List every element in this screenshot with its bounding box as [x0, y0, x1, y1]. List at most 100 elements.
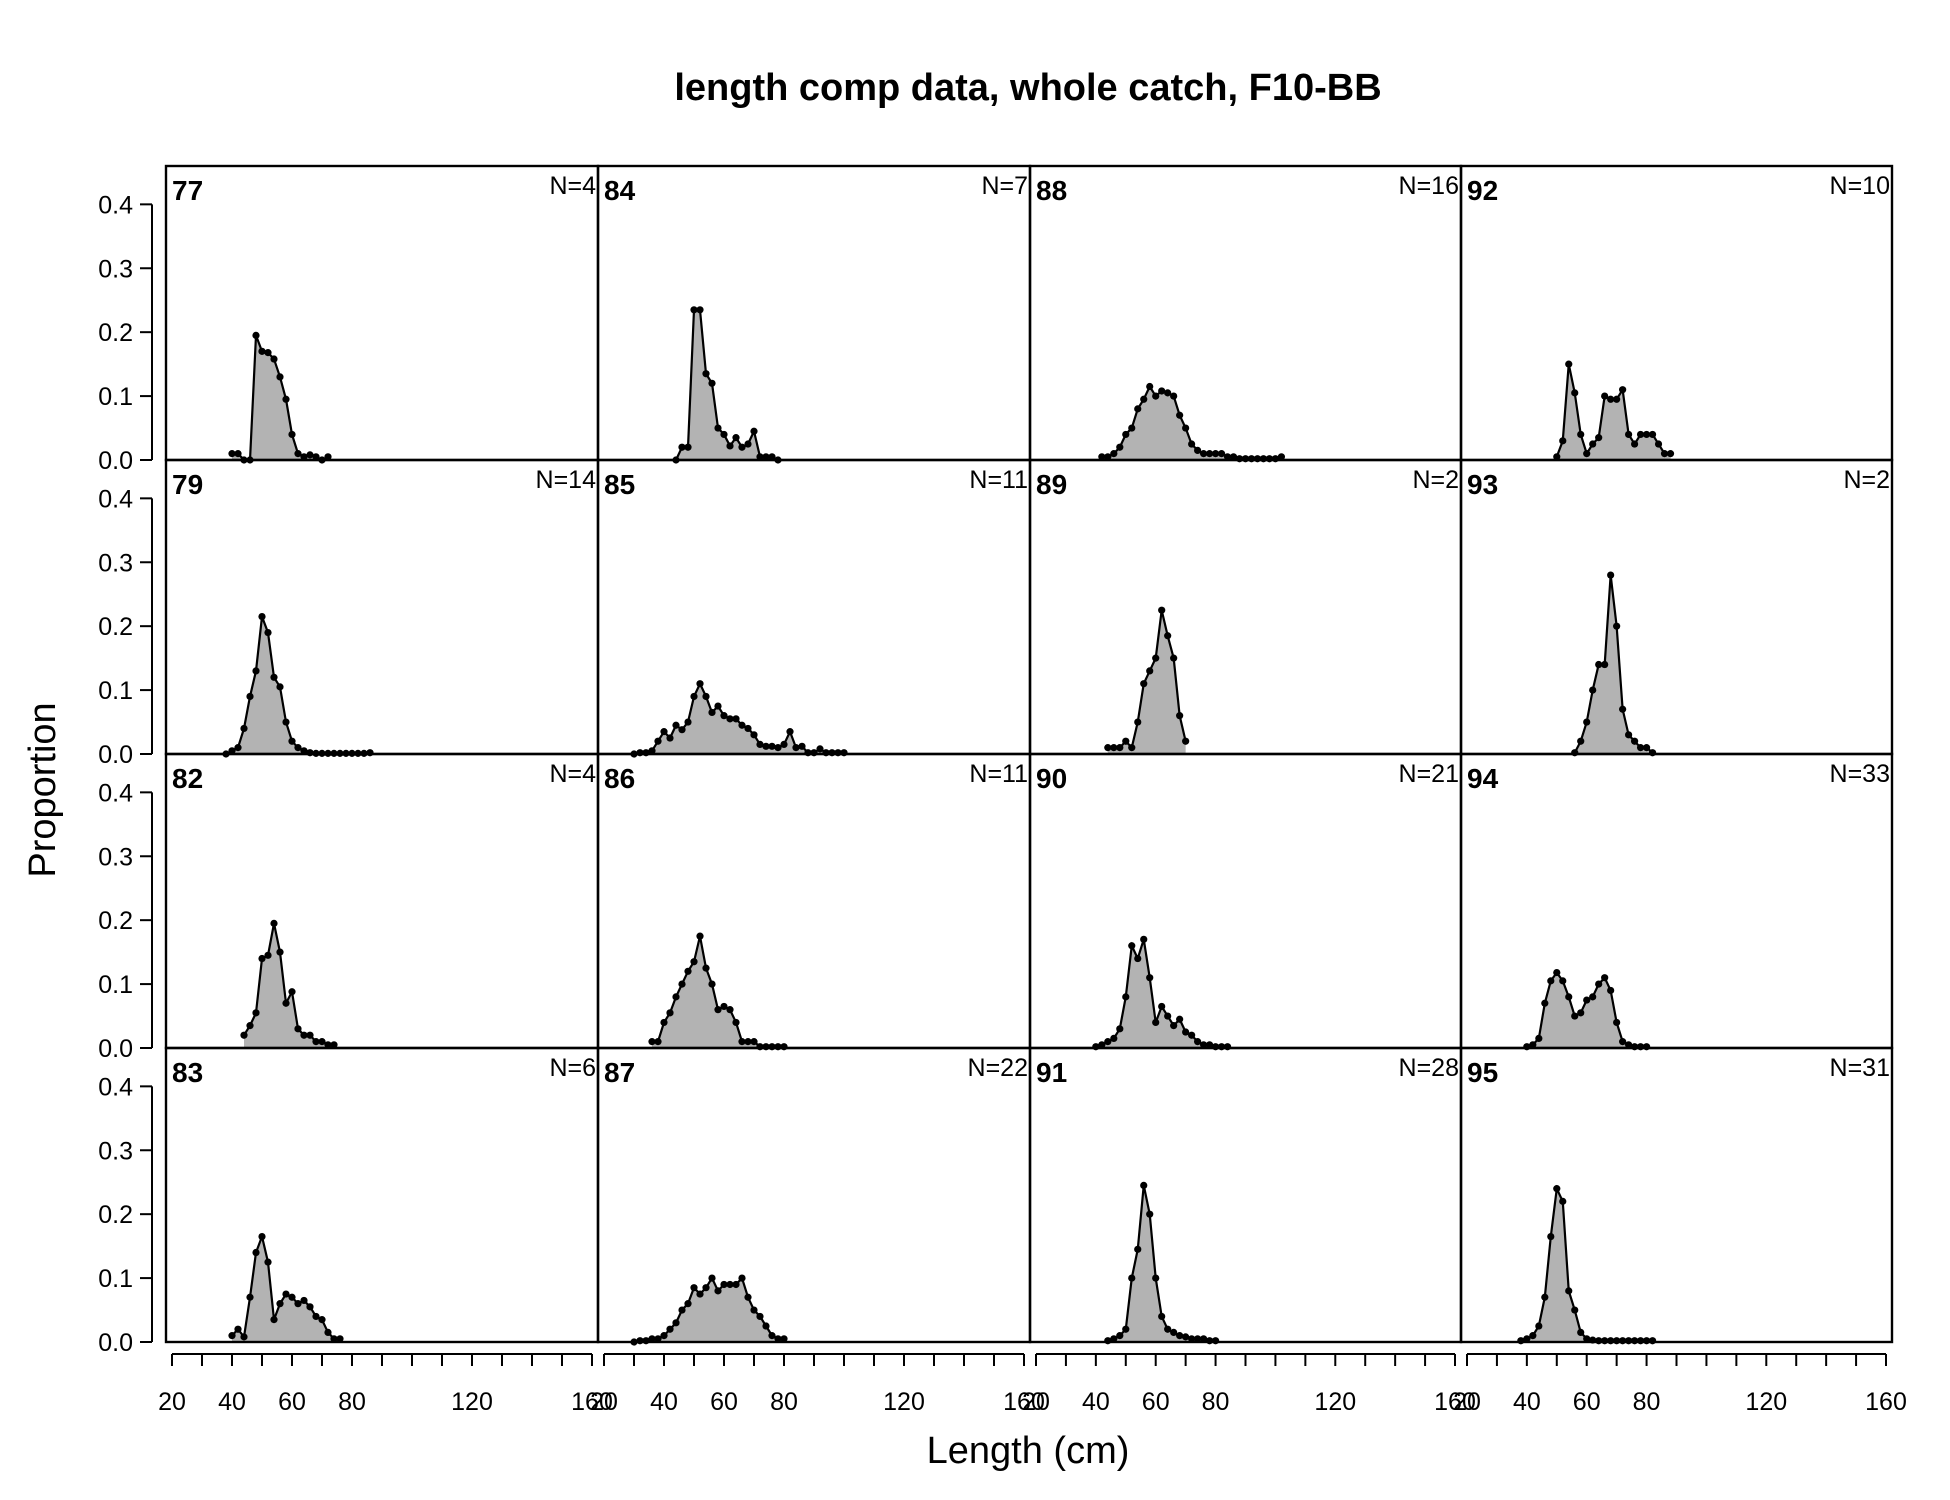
y-tick-label: 0.0 — [98, 447, 133, 475]
x-tick-label: 80 — [1202, 1388, 1230, 1416]
distribution-area — [232, 335, 328, 460]
data-point — [1607, 986, 1615, 995]
data-point — [1164, 389, 1172, 397]
data-point — [1188, 1031, 1196, 1039]
data-point — [732, 1018, 740, 1027]
data-point — [816, 745, 824, 753]
x-tick-label: 80 — [338, 1388, 366, 1416]
data-point — [756, 1312, 764, 1321]
panel-94: 94 N=33 — [1459, 752, 1894, 1051]
data-point — [1523, 1335, 1531, 1343]
distribution-area — [1556, 364, 1671, 460]
data-point — [1642, 430, 1651, 439]
panel-frame — [1028, 752, 1463, 1050]
data-point — [762, 742, 770, 750]
data-point — [720, 430, 728, 439]
data-point — [654, 737, 662, 745]
data-point — [738, 443, 746, 451]
data-point — [690, 958, 698, 966]
panel-frame — [596, 458, 1032, 756]
panel-year-label: 94 — [1467, 763, 1499, 794]
data-point — [1571, 1306, 1579, 1314]
data-point — [1158, 606, 1166, 614]
data-point — [1128, 744, 1136, 752]
y-tick-label: 0.2 — [98, 319, 133, 347]
panel-n-label: N=31 — [1830, 1054, 1890, 1082]
data-point — [282, 718, 290, 726]
distribution-area — [226, 616, 370, 754]
data-point — [726, 442, 734, 450]
data-point — [246, 1022, 254, 1030]
panel-frame — [164, 164, 600, 462]
data-point — [258, 347, 266, 355]
panel-year-label: 83 — [172, 1057, 203, 1088]
data-point — [750, 1306, 758, 1314]
data-point — [690, 692, 698, 701]
data-point — [1541, 1293, 1549, 1301]
data-point — [1194, 1038, 1202, 1046]
data-point — [1146, 667, 1154, 675]
data-point — [240, 724, 248, 733]
axes: 0.0 0.1 0.2 0.3 0.4 0.0 0.1 0.2 0.3 0.4 0.0 0.1 0.2 0… — [98, 191, 1907, 1416]
data-point — [1182, 424, 1190, 432]
data-point — [318, 1316, 326, 1324]
panel-n-label: N=4 — [549, 760, 596, 788]
data-point — [1660, 450, 1669, 458]
data-point — [258, 1232, 266, 1241]
data-point — [1188, 1335, 1196, 1343]
panel-82: 82 N=4 — [164, 752, 600, 1050]
data-point — [1541, 999, 1549, 1007]
data-point — [738, 721, 746, 729]
data-point — [228, 450, 236, 458]
panel-year-label: 93 — [1467, 469, 1498, 500]
panel-year-label: 91 — [1036, 1057, 1067, 1088]
distribution-area — [244, 923, 334, 1048]
data-point — [330, 1335, 338, 1343]
data-point — [1229, 453, 1238, 461]
data-point — [660, 1332, 668, 1340]
data-point — [1146, 382, 1154, 391]
data-point — [336, 1335, 344, 1343]
panel-91: 91 N=28 — [1028, 1046, 1463, 1345]
data-point — [1200, 1335, 1208, 1343]
data-point — [810, 749, 818, 757]
data-point — [312, 1038, 320, 1046]
panel-95: 95 N=31 — [1459, 1046, 1894, 1345]
data-point — [1200, 450, 1208, 458]
panel-n-label: N=11 — [969, 466, 1028, 494]
data-point — [288, 737, 296, 745]
panel-n-label: N=22 — [968, 1054, 1028, 1082]
panel-frame — [164, 1046, 600, 1344]
panel-year-label: 79 — [172, 469, 203, 500]
data-point — [252, 1009, 260, 1017]
data-point — [1146, 974, 1154, 982]
data-point — [1589, 686, 1597, 694]
panel-n-label: N=14 — [536, 466, 597, 494]
data-point — [240, 1031, 248, 1039]
data-point — [1277, 453, 1286, 461]
data-point — [1619, 705, 1627, 713]
data-point — [1535, 1034, 1543, 1043]
data-point — [768, 453, 776, 461]
data-point — [1589, 440, 1597, 448]
x-tick-label: 60 — [1142, 1388, 1170, 1416]
distribution-area — [1107, 1185, 1216, 1342]
data-point — [1577, 737, 1585, 745]
data-point — [1571, 749, 1579, 757]
panel-n-label: N=21 — [1399, 760, 1459, 788]
data-point — [318, 1038, 326, 1046]
data-point — [708, 708, 716, 717]
data-point — [1607, 571, 1615, 579]
data-point — [1158, 1312, 1166, 1321]
data-point — [1194, 446, 1202, 455]
y-tick-label: 0.2 — [98, 907, 133, 935]
y-tick-label: 0.1 — [98, 1265, 133, 1293]
data-point — [324, 1328, 332, 1337]
panel-frame — [1028, 458, 1463, 756]
data-point — [744, 724, 752, 733]
data-point — [270, 355, 278, 363]
data-point — [678, 726, 686, 734]
data-point — [264, 1258, 272, 1266]
data-point — [1553, 453, 1561, 461]
data-point — [1182, 737, 1190, 745]
